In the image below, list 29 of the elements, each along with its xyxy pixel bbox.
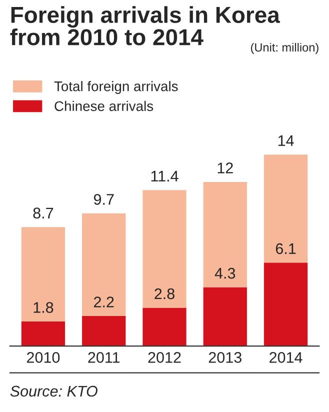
x-tick-label: 2014 <box>270 352 302 363</box>
bar <box>142 308 186 346</box>
total-label: 8.7 <box>33 208 54 219</box>
chart-subtitle: (Unit: million) <box>250 42 318 54</box>
bar <box>264 154 308 263</box>
bar <box>142 190 186 308</box>
data-label: 6.1 <box>276 243 296 254</box>
data-label: 4.3 <box>214 268 236 279</box>
data-label: 2.2 <box>94 296 114 308</box>
x-tick-label: 2010 <box>27 352 60 363</box>
legend-label: Chinese arrivals <box>54 100 154 112</box>
bar <box>21 227 66 322</box>
bar <box>82 316 126 346</box>
total-label: 12 <box>218 162 233 174</box>
total-label: 14 <box>278 135 294 146</box>
bar <box>203 287 247 346</box>
total-label: 9.7 <box>94 194 114 205</box>
x-tick-label: 2013 <box>208 352 242 363</box>
data-label: 1.8 <box>34 302 54 313</box>
data-label: 2.8 <box>154 288 174 300</box>
bar <box>264 262 308 346</box>
x-tick-label: 2012 <box>148 352 181 363</box>
source-note: Source: KTO <box>10 386 98 397</box>
bar <box>82 213 126 316</box>
bar <box>21 321 66 346</box>
legend-label: Total foreign arrivals <box>54 81 178 94</box>
bar <box>203 182 247 288</box>
x-tick-label: 2011 <box>88 352 120 363</box>
total-label: 11.4 <box>151 170 178 182</box>
